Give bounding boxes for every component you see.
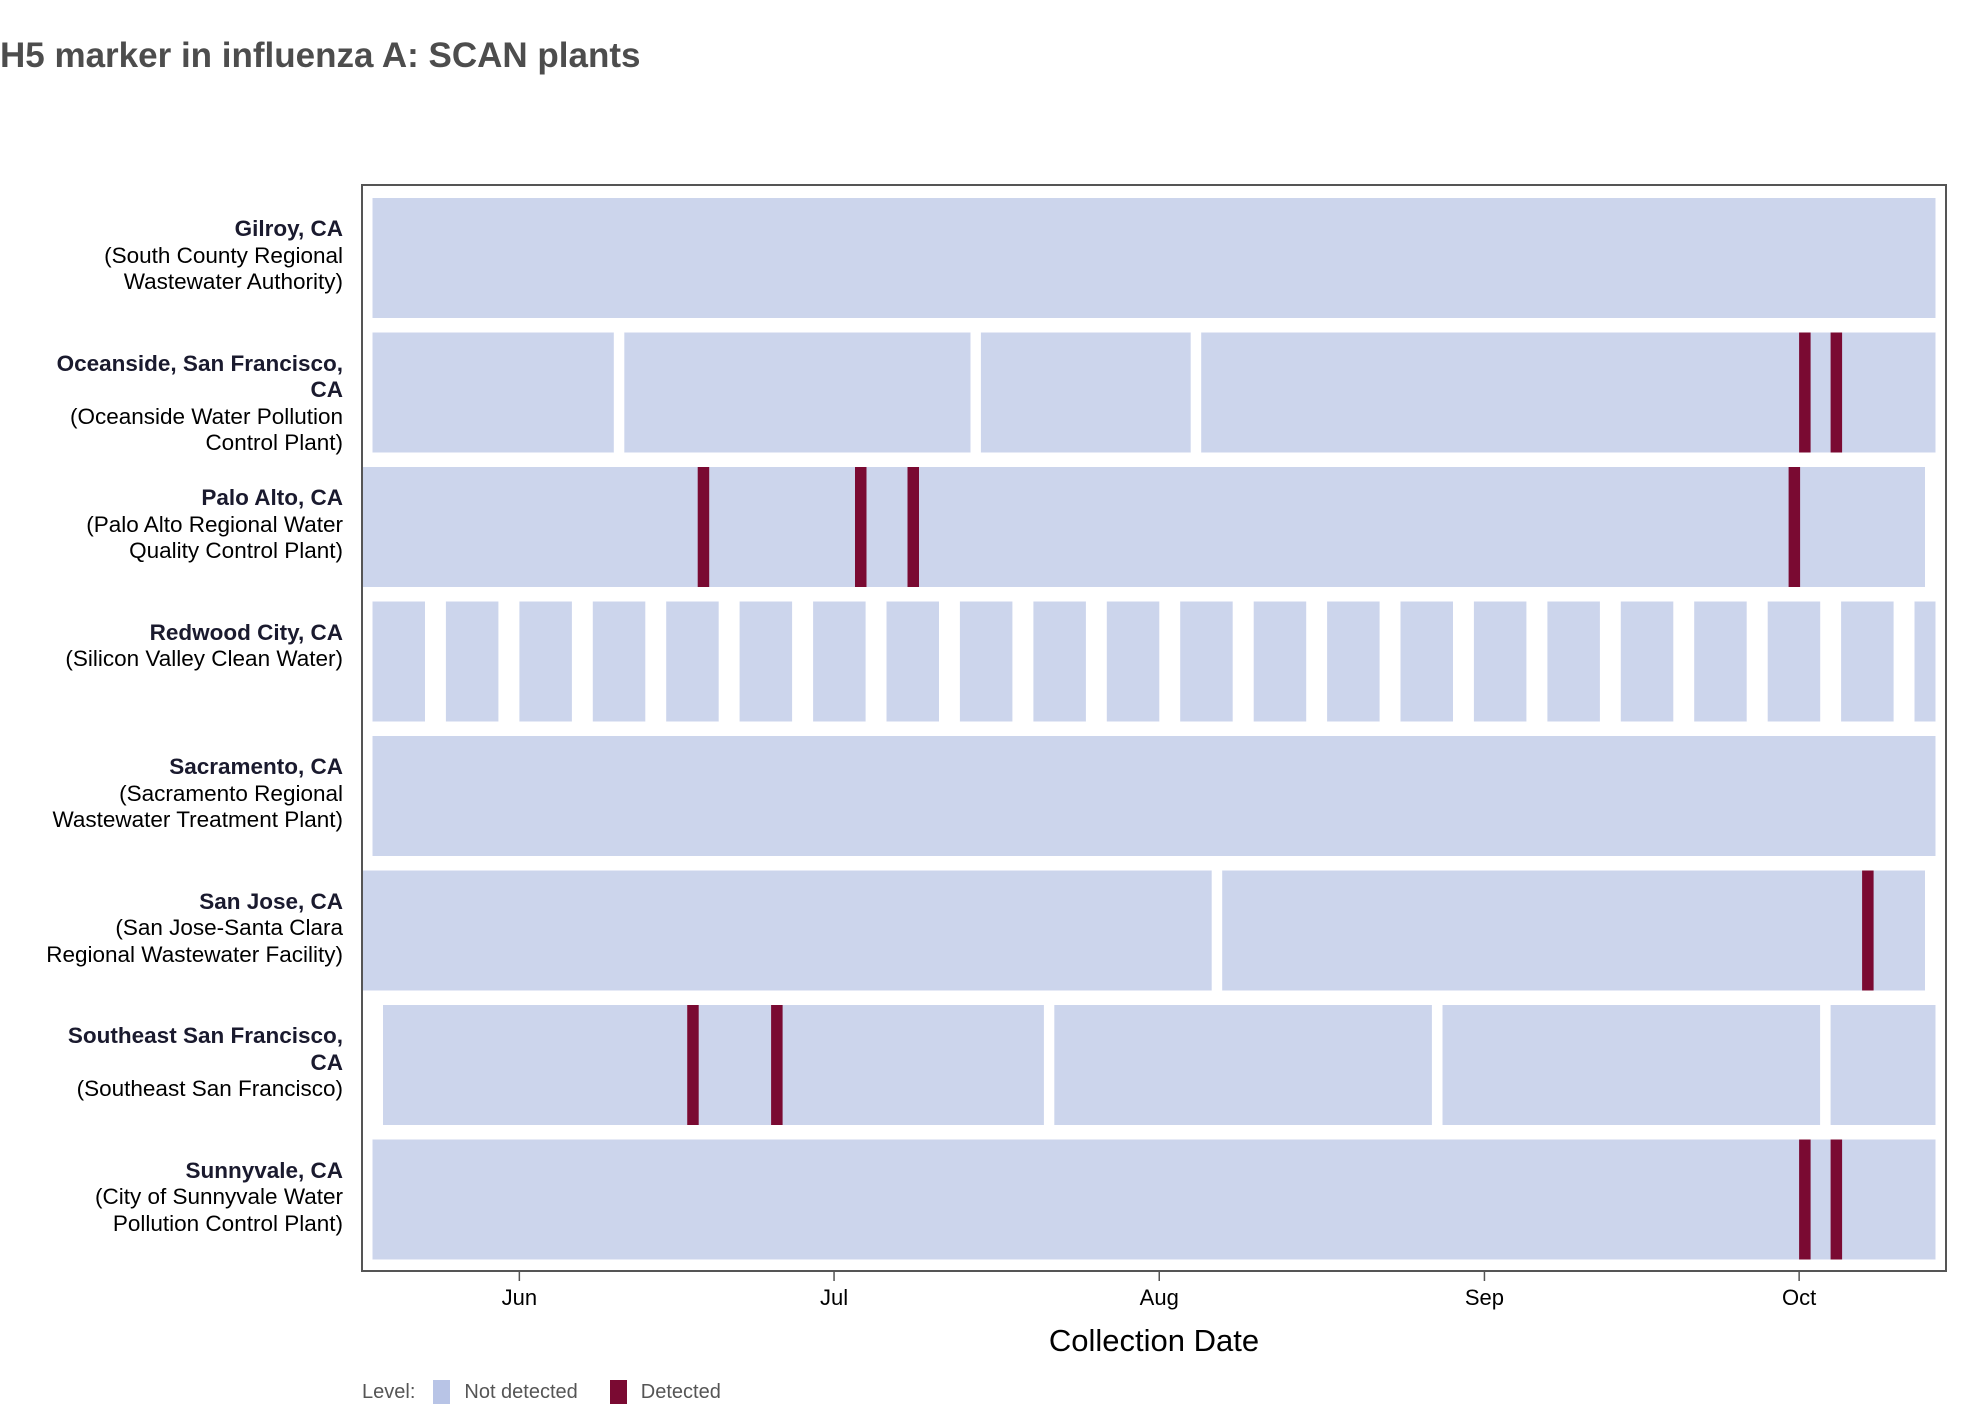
heatmap-block: [1767, 601, 1821, 722]
heatmap-block: [372, 198, 1936, 318]
row-label-plant: (Sacramento Regional Wastewater Treatmen…: [52, 780, 343, 833]
heatmap-block: [886, 601, 939, 722]
heatmap-block: [1841, 601, 1894, 722]
row-label: Palo Alto, CA (Palo Alto Regional Water Q…: [43, 485, 343, 565]
row-label-site: Sacramento, CA: [169, 754, 343, 779]
detected-marker: [1862, 870, 1874, 991]
x-tick-label: Sep: [1465, 1285, 1504, 1310]
heatmap-block: [1694, 601, 1747, 722]
x-axis-label: Collection Date: [1049, 1323, 1259, 1358]
heatmap-block: [813, 601, 866, 722]
heatmap-block: [372, 1139, 1936, 1260]
detected-marker: [1799, 1139, 1811, 1260]
heatmap-block: [624, 332, 971, 453]
heatmap-block: [980, 332, 1191, 453]
row-label: Southeast San Francisco, CA (Southeast Sa…: [43, 1023, 343, 1103]
row-label-plant: (City of Sunnyvale Water Pollution Contr…: [94, 1184, 343, 1236]
legend-swatch-not-detected: [433, 1380, 451, 1404]
heatmap-block: [383, 1005, 688, 1125]
row-label-plant: (Silicon Valley Clean Water): [65, 646, 343, 671]
heatmap-block: [959, 601, 1013, 722]
heatmap-block: [1830, 1005, 1936, 1125]
heatmap-block: [1201, 332, 1936, 453]
detected-marker: [855, 467, 867, 587]
heatmap-block: [1054, 1005, 1432, 1125]
x-tick-label: Jun: [502, 1285, 537, 1310]
row-label: San Jose, CA (San Jose-Santa Clara Region…: [43, 889, 343, 969]
heatmap-block: [519, 601, 572, 722]
heatmap-block: [1400, 601, 1453, 722]
detected-marker: [1830, 1139, 1843, 1260]
heatmap-block: [1222, 870, 1925, 991]
plot-frame: [361, 184, 1947, 1272]
legend-title: Level:: [362, 1380, 416, 1403]
chart-title: H5 marker in influenza A: SCAN plants: [0, 36, 641, 75]
heatmap-rows: [362, 198, 1936, 1260]
detected-marker: [1799, 332, 1811, 453]
row-label: Gilroy, CA (South County Regional Wastewa…: [43, 216, 343, 296]
detected-marker: [687, 1005, 699, 1125]
heatmap-block: [697, 1005, 1044, 1125]
row-label: Sunnyvale, CA (City of Sunnyvale Water Po…: [43, 1158, 343, 1238]
heatmap-block: [592, 601, 646, 722]
heatmap-block: [372, 601, 425, 722]
row-label-site: Oceanside, San Francisco, CA: [56, 350, 343, 403]
row-label-plant: (San Jose-Santa Clara Regional Wastewate…: [46, 915, 343, 967]
heatmap-block: [362, 467, 1925, 587]
row-label-site: Southeast San Francisco, CA: [67, 1023, 343, 1075]
row-label-site: Palo Alto, CA: [201, 485, 343, 510]
row-label-site: Redwood City, CA: [149, 619, 343, 645]
row-label-site: San Jose, CA: [199, 888, 343, 914]
row-label-plant: (Oceanside Water Pollution Control Plant…: [69, 403, 343, 456]
row-label: Sacramento, CA (Sacramento Regional Waste…: [43, 754, 343, 834]
heatmap-block: [372, 736, 1936, 856]
row-label-site: Sunnyvale, CA: [185, 1157, 343, 1183]
heatmap-block: [1327, 601, 1380, 722]
heatmap-block: [372, 332, 614, 453]
detected-marker: [1830, 332, 1843, 453]
row-label: Redwood City, CA (Silicon Valley Clean Wa…: [43, 620, 343, 673]
legend: Level: Not detected Detected: [362, 1380, 721, 1404]
heatmap-block: [1620, 601, 1674, 722]
row-label-site: Gilroy, CA: [234, 216, 343, 241]
detected-marker: [1788, 467, 1801, 587]
heatmap-block: [362, 870, 1212, 991]
row-label-plant: (Southeast San Francisco): [76, 1076, 343, 1101]
heatmap-block: [445, 601, 499, 722]
x-tick-label: Oct: [1782, 1285, 1816, 1310]
heatmap-block: [1914, 601, 1936, 722]
legend-swatch-detected: [609, 1380, 627, 1404]
x-axis-ticks: Jun Jul Aug Sep Oct: [502, 1271, 1816, 1310]
heatmap-block: [1033, 601, 1086, 722]
row-label: Oceanside, San Francisco, CA (Oceanside W…: [43, 351, 343, 457]
detected-marker: [697, 467, 710, 587]
heatmap-block: [1547, 601, 1600, 722]
heatmap-block: [1442, 1005, 1821, 1125]
x-tick-label: Aug: [1140, 1285, 1179, 1310]
legend-label-detected: Detected: [640, 1380, 721, 1403]
heatmap-block: [739, 601, 793, 722]
row-label-plant: (Palo Alto Regional Water Quality Contro…: [86, 511, 343, 564]
detected-marker: [907, 467, 919, 587]
heatmap-block: [1180, 601, 1233, 722]
heatmap-block: [1106, 601, 1160, 722]
heatmap-block: [1473, 601, 1527, 722]
heatmap-block: [666, 601, 719, 722]
heatmap-block: [1253, 601, 1307, 722]
legend-label-not-detected: Not detected: [464, 1380, 578, 1403]
x-tick-label: Jul: [820, 1285, 848, 1310]
row-label-plant: (South County Regional Wastewater Author…: [104, 242, 343, 295]
detected-marker: [771, 1005, 783, 1125]
